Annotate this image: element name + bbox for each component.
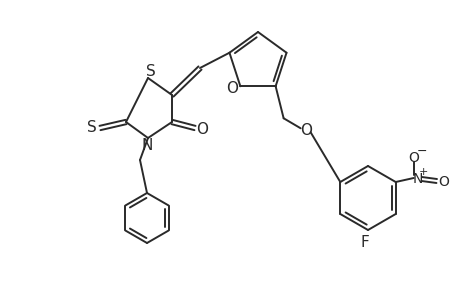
Text: O: O <box>226 81 238 96</box>
Text: O: O <box>196 122 207 137</box>
Text: O: O <box>437 175 448 189</box>
Text: S: S <box>87 121 97 136</box>
Text: N: N <box>141 139 152 154</box>
Text: F: F <box>360 236 369 250</box>
Text: O: O <box>408 151 418 165</box>
Text: O: O <box>299 123 311 138</box>
Text: +: + <box>418 167 427 177</box>
Text: N: N <box>412 172 422 186</box>
Text: −: − <box>415 145 426 158</box>
Text: S: S <box>146 64 156 79</box>
